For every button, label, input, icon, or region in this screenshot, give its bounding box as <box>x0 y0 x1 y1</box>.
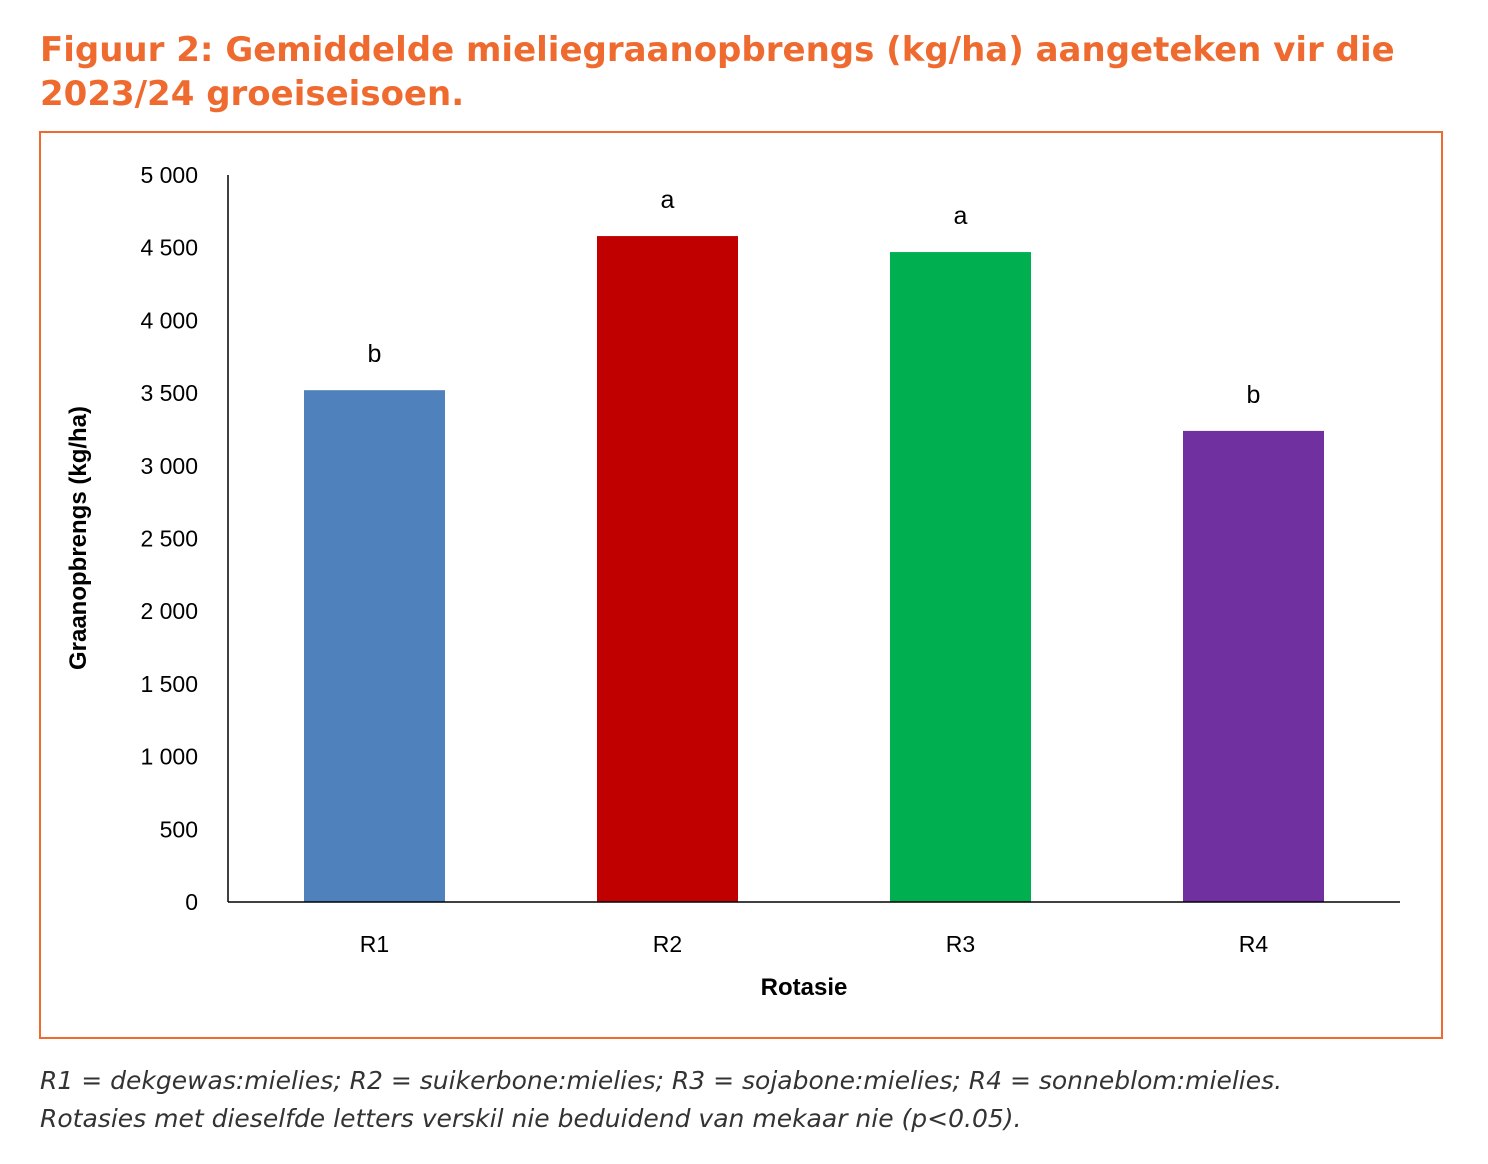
y-tick-label: 3 500 <box>140 380 198 406</box>
caption: R1 = dekgewas:mielies; R2 = suikerbone:m… <box>40 1062 1282 1138</box>
data-label: b <box>1247 381 1261 409</box>
y-tick-label: 1 500 <box>140 671 198 697</box>
x-tick-label: R2 <box>653 931 682 957</box>
data-label: a <box>954 202 968 230</box>
y-tick-label: 3 000 <box>140 453 198 479</box>
y-tick-label: 2 500 <box>140 526 198 552</box>
x-tick-label: R1 <box>360 931 389 957</box>
data-label: a <box>661 186 675 214</box>
y-tick-label: 4 000 <box>140 307 198 333</box>
y-tick-label: 0 <box>185 889 198 915</box>
y-tick-label: 2 000 <box>140 598 198 624</box>
bar-r2 <box>597 236 738 902</box>
y-tick-label: 500 <box>160 816 198 842</box>
x-tick-label: R3 <box>946 931 975 957</box>
caption-line-2: Rotasies met dieselfde letters verskil n… <box>40 1104 1022 1133</box>
y-tick-label: 4 500 <box>140 235 198 261</box>
bar-r1 <box>304 390 445 902</box>
data-label: b <box>368 340 382 368</box>
caption-line-1: R1 = dekgewas:mielies; R2 = suikerbone:m… <box>40 1066 1283 1095</box>
y-tick-label: 5 000 <box>140 162 198 188</box>
y-axis-title: Graanopbrengs (kg/ha) <box>65 406 92 670</box>
bar-r3 <box>890 252 1031 902</box>
x-tick-label: R4 <box>1239 931 1269 957</box>
figure-title: Figuur 2: Gemiddelde mieliegraanopbrengs… <box>40 30 1395 114</box>
y-tick-label: 1 000 <box>140 744 198 770</box>
x-axis-title: Rotasie <box>761 974 848 1001</box>
chart-frame <box>39 131 1443 1039</box>
bar-r4 <box>1183 430 1324 902</box>
